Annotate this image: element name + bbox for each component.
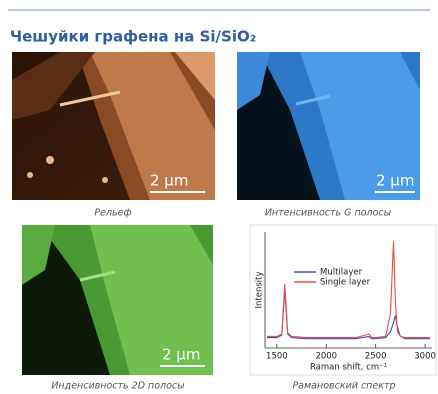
title: Чешуйки графена на Si/SiO₂ <box>10 28 256 46</box>
caption: Рамановский спектр <box>292 381 395 392</box>
slide: Чешуйки графена на Si/SiO₂ 2 µm Рельеф 2… <box>0 0 438 394</box>
legend-label: Single layer <box>320 278 371 288</box>
caption: Рельеф <box>94 208 131 219</box>
scale-bar: 2 µm <box>150 172 188 190</box>
caption: Инденсивность 2D полосы <box>51 381 185 392</box>
legend-label: Multilayer <box>320 268 363 278</box>
x-tick-label: 2000 <box>315 352 337 362</box>
x-axis-label: Raman shift, cm⁻¹ <box>310 363 387 373</box>
x-tick-label: 2500 <box>365 352 387 362</box>
scale-bar: 2 µm <box>162 346 200 364</box>
scale-bar: 2 µm <box>376 172 414 190</box>
y-axis-label: Intensity <box>255 272 265 309</box>
relief-image: 2 µm <box>12 52 215 200</box>
g-band-image: 2 µm <box>237 52 420 200</box>
2d-band-image: 2 µm <box>22 225 213 375</box>
x-tick-label: 3000 <box>414 352 436 362</box>
x-tick-label: 1500 <box>266 352 288 362</box>
caption: Интенсивность G полосы <box>265 208 392 219</box>
